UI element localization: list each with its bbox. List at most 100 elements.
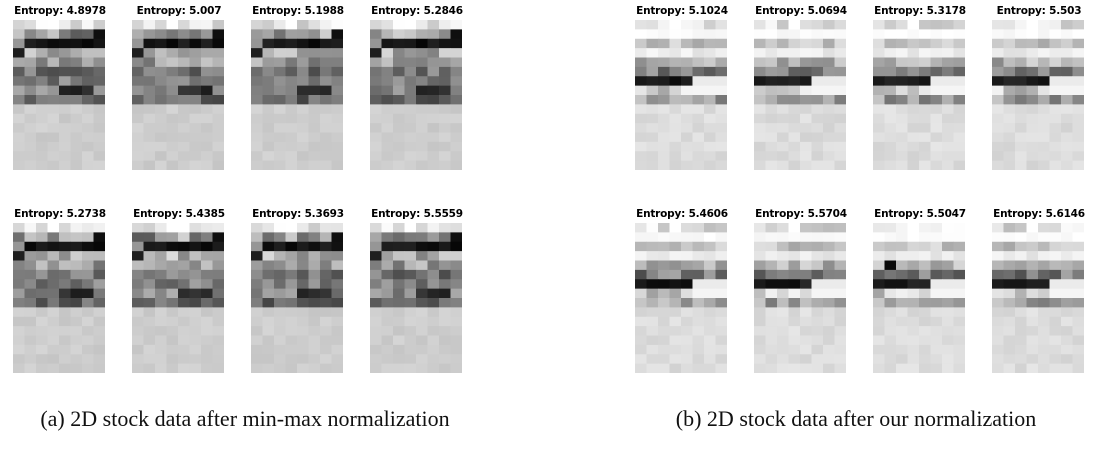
pixel-cell xyxy=(873,326,885,336)
pixel-cell xyxy=(896,326,908,336)
pixel-cell xyxy=(212,335,224,346)
pixel-cell xyxy=(884,363,897,373)
pixel-cell xyxy=(381,363,394,373)
pixel-cell xyxy=(646,298,659,308)
pixel-cell xyxy=(1049,123,1062,133)
pixel-cell xyxy=(404,288,417,299)
pixel-cell xyxy=(251,151,263,162)
pixel-cell xyxy=(811,354,824,365)
pixel-cell xyxy=(212,132,224,143)
pixel-cell xyxy=(262,66,275,77)
pixel-cell xyxy=(297,241,309,252)
pixel-cell xyxy=(1049,160,1062,170)
pixel-cell xyxy=(143,132,156,143)
pixel-cell xyxy=(715,269,727,280)
pixel-cell xyxy=(155,335,167,346)
pixel-cell xyxy=(1061,344,1073,355)
pixel-cell xyxy=(896,141,908,152)
pixel-cell xyxy=(251,335,263,346)
pixel-cell xyxy=(919,95,931,105)
pixel-cell xyxy=(212,85,224,96)
pixel-cell xyxy=(166,288,179,299)
pixel-cell xyxy=(274,66,286,77)
pixel-cell xyxy=(715,20,727,30)
pixel-cell xyxy=(143,316,156,327)
pixel-cell xyxy=(992,241,1004,252)
pixel-cell xyxy=(70,288,83,299)
pixel-cell xyxy=(635,298,647,308)
pixel-cell xyxy=(178,38,190,49)
pixel-cell xyxy=(404,141,417,152)
pixel-cell xyxy=(907,141,920,152)
pixel-cell xyxy=(132,29,144,40)
pixel-cell xyxy=(765,20,778,30)
pixel-cell xyxy=(811,288,824,299)
pixel-cell xyxy=(1026,160,1039,170)
pixel-cell xyxy=(70,223,83,233)
pixel-cell xyxy=(919,344,931,355)
pixel-cell xyxy=(404,38,417,49)
pixel-cell xyxy=(635,326,647,336)
pixel-cell xyxy=(919,57,931,68)
pixel-cell xyxy=(992,326,1004,336)
pixel-cell xyxy=(155,132,167,143)
pixel-cell xyxy=(189,48,202,58)
pixel-cell xyxy=(93,95,105,105)
pixel-cell xyxy=(681,316,693,327)
pixel-cell xyxy=(811,241,824,252)
pixel-cell xyxy=(285,141,298,152)
pixel-cell xyxy=(907,104,920,115)
pixel-cell xyxy=(681,38,693,49)
pixel-cell xyxy=(1049,298,1062,308)
pixel-cell xyxy=(635,76,647,87)
pixel-cell xyxy=(765,279,778,290)
pixel-cell xyxy=(427,326,440,336)
pixel-cell xyxy=(765,241,778,252)
pixel-cell xyxy=(297,279,309,290)
pixel-cell xyxy=(1026,251,1039,261)
pixel-cell xyxy=(427,38,440,49)
pixel-cell xyxy=(942,29,954,40)
pixel-cell xyxy=(1049,29,1062,40)
panel-b-row-1: Entropy: 5.1024 Entropy: 5.0694 Entropy:… xyxy=(626,4,1098,174)
pixel-cell xyxy=(416,38,428,49)
pixel-cell xyxy=(59,38,71,49)
pixel-cell xyxy=(646,363,659,373)
pixel-cell xyxy=(251,260,263,271)
pixel-cell xyxy=(36,298,48,308)
pixel-cell xyxy=(82,20,94,30)
pixel-cell xyxy=(36,307,48,318)
pixel-cell xyxy=(896,123,908,133)
pixel-cell xyxy=(658,326,670,336)
pixel-cell xyxy=(873,95,885,105)
pixel-cell xyxy=(24,104,37,115)
pixel-cell xyxy=(1061,241,1073,252)
pixel-cell xyxy=(1072,279,1084,290)
pixel-cell xyxy=(36,344,48,355)
pixel-cell xyxy=(658,279,670,290)
pixel-cell xyxy=(166,241,179,252)
pixel-cell xyxy=(646,307,659,318)
pixel-cell xyxy=(404,251,417,261)
pixel-cell xyxy=(800,151,812,162)
pixel-cell xyxy=(704,307,716,318)
pixel-cell xyxy=(834,335,846,346)
pixel-cell xyxy=(811,326,824,336)
pixel-cell xyxy=(953,104,965,115)
pixel-cell xyxy=(1072,113,1084,124)
pixel-cell xyxy=(212,251,224,261)
pixel-cell xyxy=(834,307,846,318)
pixel-cell xyxy=(416,269,428,280)
pixel-cell xyxy=(439,113,451,124)
pixel-cell xyxy=(13,151,25,162)
pixel-cell xyxy=(1038,223,1050,233)
pixel-cell xyxy=(1049,269,1062,280)
pixel-cell xyxy=(166,151,179,162)
pixel-cell xyxy=(823,141,835,152)
pixel-cell xyxy=(765,260,778,271)
pixel-cell xyxy=(896,48,908,58)
pixel-cell xyxy=(681,57,693,68)
pixel-cell xyxy=(59,316,71,327)
pixel-cell xyxy=(1015,269,1027,280)
pixel-cell xyxy=(155,123,167,133)
